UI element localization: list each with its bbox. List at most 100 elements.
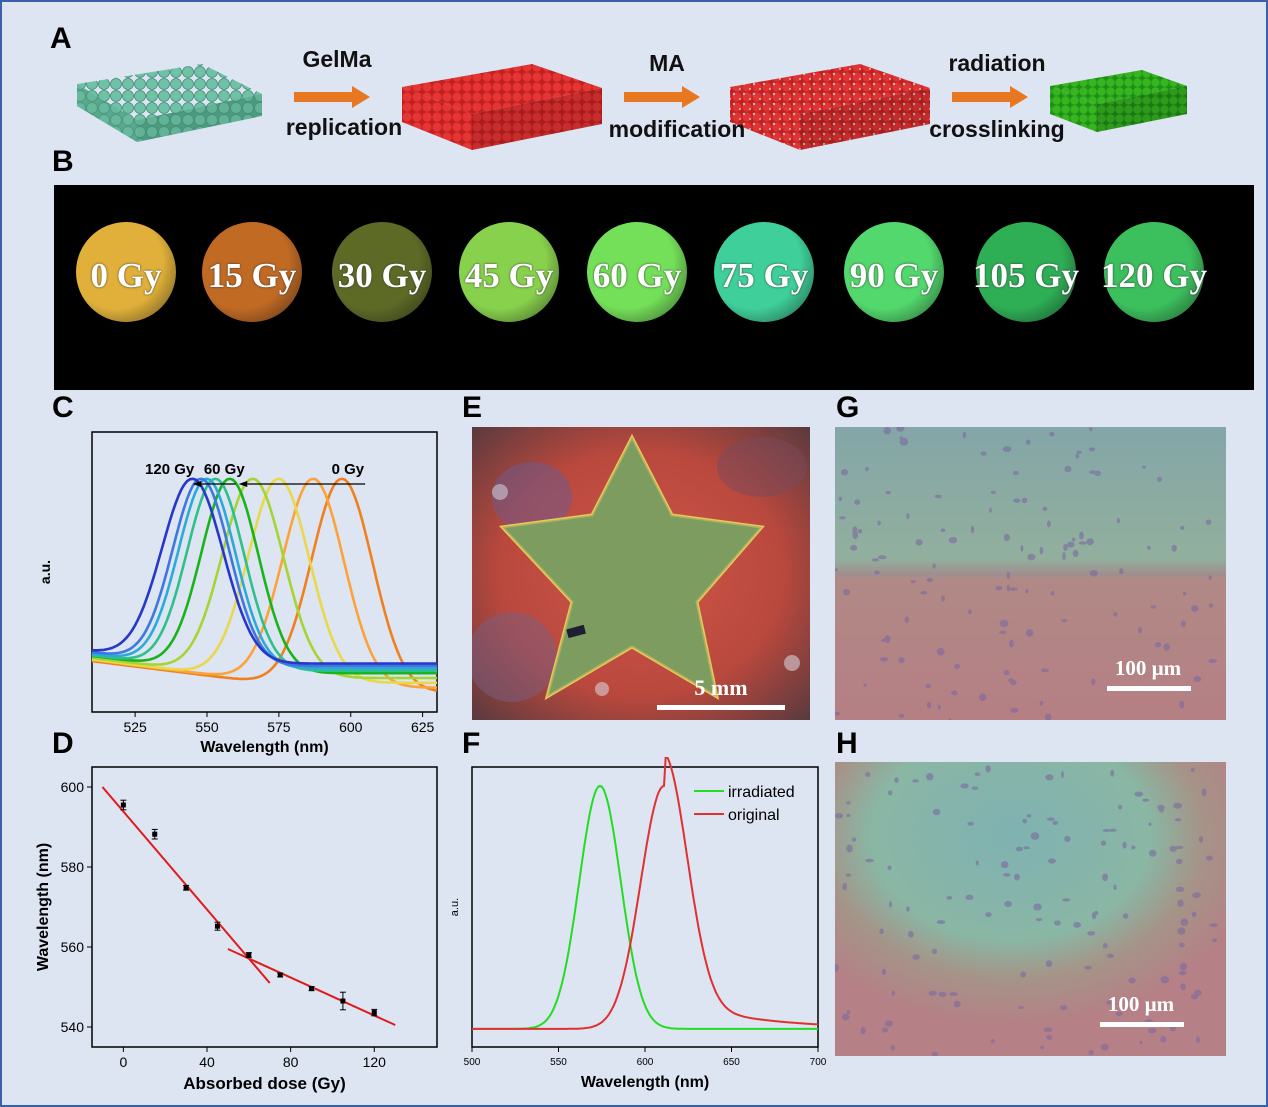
y-tick-label: 540 [61, 1019, 85, 1035]
panel-label-h: H [836, 727, 858, 760]
panel-label-b: B [52, 145, 74, 178]
x-tick-label: 0 [119, 1054, 127, 1070]
x-tick-label: 525 [123, 719, 147, 735]
data-point [309, 986, 315, 992]
x-tick-label: 700 [810, 1057, 827, 1068]
scale-bar-label: 100 µm [1108, 992, 1175, 1016]
crosslinked-block [1050, 70, 1187, 132]
original-line [472, 757, 819, 1030]
x-tick-label: 40 [199, 1054, 215, 1070]
arrow-icon [294, 86, 370, 108]
panel-label-f: F [462, 727, 481, 760]
spectrum-line-2 [91, 477, 437, 685]
arrow-icon [624, 86, 700, 108]
dose-label: 60 Gy [592, 256, 682, 295]
panel-label-d: D [52, 727, 74, 760]
dose-sample-2 [332, 222, 432, 322]
y-axis-label: a.u. [449, 898, 461, 916]
plot-frame [91, 766, 438, 1048]
plot-frame [91, 431, 438, 713]
x-tick-label: 625 [411, 719, 435, 735]
step3-bottom-label: crosslinking [929, 116, 1065, 142]
annotation-120gy: 120 Gy [145, 461, 195, 478]
dose-label: 120 Gy [1101, 256, 1207, 295]
arrow-icon [238, 481, 248, 487]
spectrum-line-3 [91, 477, 437, 680]
step1-bottom-label: replication [285, 114, 403, 140]
dose-sample-0 [76, 222, 176, 322]
star-pattern-photo: 5 mm [472, 427, 810, 720]
step3-top-label: radiation [948, 50, 1046, 76]
x-tick-label: 550 [195, 719, 219, 735]
scale-bar-label: 5 mm [694, 675, 747, 700]
panel-label-c: C [52, 391, 74, 424]
dose-sample-6 [844, 222, 944, 322]
spectrum-line-5 [91, 477, 437, 673]
data-point [120, 802, 126, 808]
spectrum-line-7 [91, 477, 437, 668]
step2-bottom-label: modification [608, 116, 746, 142]
colloidal-template [77, 64, 262, 142]
spectrum-line-6 [91, 477, 437, 670]
dose-sample-7 [976, 222, 1076, 322]
legend-irradiated: irradiated [728, 784, 795, 801]
arrow-icon [192, 481, 202, 487]
x-axis-label: Wavelength (nm) [200, 739, 328, 756]
x-tick-label: 650 [723, 1057, 740, 1068]
y-axis-label: Wavelength (nm) [35, 843, 52, 971]
x-tick-label: 600 [637, 1057, 654, 1068]
data-point [183, 885, 189, 891]
data-point [246, 952, 252, 958]
micrograph-boundary: 100 µm [835, 427, 1226, 720]
y-axis-label: a.u. [37, 560, 53, 584]
step1-top-label: GelMa [302, 46, 372, 72]
dose-label: 30 Gy [337, 256, 427, 295]
legend-original: original [728, 807, 780, 824]
x-tick-label: 550 [550, 1057, 567, 1068]
y-tick-label: 580 [61, 859, 85, 875]
dose-label: 90 Gy [849, 256, 939, 295]
data-point [214, 923, 220, 929]
panel-label-g: G [836, 391, 860, 424]
dose-label: 75 Gy [719, 256, 809, 295]
x-tick-label: 500 [464, 1057, 481, 1068]
dose-photo-strip: 0 Gy 15 Gy 30 Gy 45 Gy 60 Gy 75 Gy 90 Gy 105 Gy… [54, 185, 1254, 390]
data-point [152, 831, 158, 837]
dose-label: 105 Gy [973, 256, 1079, 295]
panel-label-e: E [462, 391, 483, 424]
process-schematic [77, 64, 1187, 150]
data-point [340, 998, 346, 1004]
spectrum-line-4 [91, 477, 437, 675]
panel-label-a: A [50, 22, 72, 55]
step2-top-label: MA [649, 50, 685, 76]
x-tick-label: 600 [339, 719, 363, 735]
x-tick-label: 80 [283, 1054, 299, 1070]
x-axis-label: Wavelength (nm) [581, 1074, 709, 1091]
annotation-0gy: 0 Gy [332, 461, 365, 478]
arrow-icon [952, 86, 1028, 108]
x-tick-label: 120 [363, 1054, 387, 1070]
dose-sample-1 [202, 222, 302, 322]
irradiated-spectra-chart: 500 550 600 650 700 Wavelength (nm) a.u. irradi… [449, 757, 827, 1091]
dose-label: 45 Gy [464, 256, 554, 295]
reflection-spectra-chart: 525 550 575 600 625 Wavelength (nm) a.u. 120 Gy… [37, 431, 438, 756]
data-point [371, 1010, 377, 1016]
y-tick-label: 600 [61, 779, 85, 795]
dose-label: 15 Gy [207, 256, 297, 295]
y-tick-label: 560 [61, 939, 85, 955]
gelma-replica [402, 64, 602, 150]
dose-sample-4 [587, 222, 687, 322]
ma-modified-block [730, 64, 930, 150]
dose-wavelength-chart: 0 40 80 120 540 560 580 600 Absorbed dose (Gy) Wa… [35, 766, 438, 1093]
spectrum-line-8 [91, 477, 437, 665]
data-point [277, 972, 283, 978]
dose-sample-3 [459, 222, 559, 322]
annotation-60gy: 60 Gy [204, 461, 246, 478]
scale-bar-label: 100 µm [1115, 656, 1182, 680]
x-tick-label: 575 [267, 719, 291, 735]
dose-sample-5 [714, 222, 814, 322]
micrograph-star-edge: 100 µm [835, 762, 1226, 1056]
dose-sample-8 [1104, 222, 1204, 322]
dose-label: 0 Gy [90, 256, 162, 295]
